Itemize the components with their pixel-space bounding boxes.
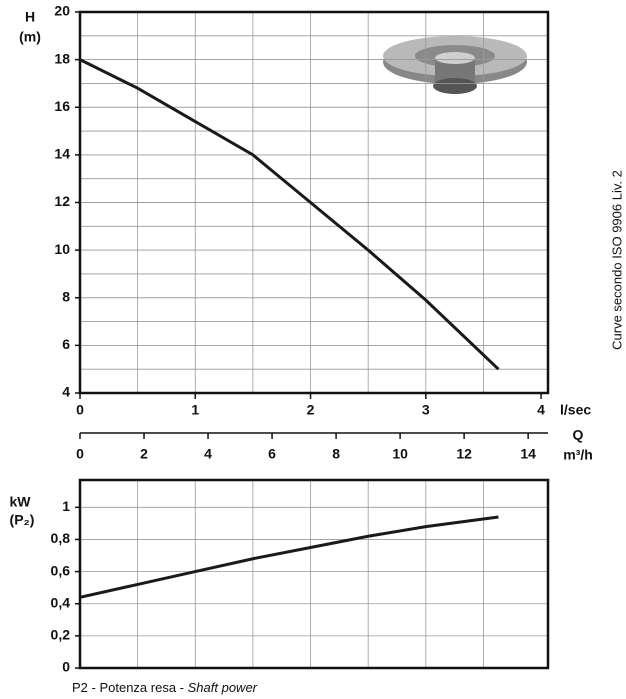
x-tick-label: 4: [537, 402, 545, 418]
x-tick-label: 1: [191, 402, 199, 418]
y-label: H: [25, 9, 35, 25]
y-tick-label: 0,8: [51, 530, 71, 546]
y-tick-label: 6: [62, 336, 70, 352]
y-tick-label: 20: [54, 3, 70, 19]
impeller-picture: [383, 36, 527, 94]
x2-tick-label: 2: [140, 446, 148, 462]
y-tick-label: 8: [62, 288, 70, 304]
y-tick-label: 4: [62, 384, 70, 400]
x-tick-label: 0: [76, 402, 84, 418]
x2-title: Q: [573, 427, 584, 443]
y-tick-label: 0,4: [51, 594, 71, 610]
y-tick-label: 12: [54, 193, 70, 209]
y-tick-label: 0: [62, 659, 70, 675]
x2-tick-label: 12: [456, 446, 472, 462]
footer-italic: Shaft power: [188, 680, 258, 695]
x2-tick-label: 10: [392, 446, 408, 462]
curve: [79, 58, 500, 371]
y-tick-label: 16: [54, 98, 70, 114]
x-label: l/sec: [560, 402, 591, 418]
x2-tick-label: 6: [268, 446, 276, 462]
y-tick-label: 10: [54, 241, 70, 257]
footer: P2 - Potenza resa - Shaft power: [72, 680, 258, 695]
side-note: Curve secondo ISO 9906 Liv. 2: [609, 170, 624, 350]
y-tick-label: 14: [54, 146, 70, 162]
x2-tick-label: 8: [332, 446, 340, 462]
curve: [79, 515, 499, 599]
x2-tick-label: 14: [520, 446, 536, 462]
x2-label: m³/h: [563, 447, 593, 463]
plot-frame: [78, 478, 550, 670]
y-unit: (P₂): [10, 512, 35, 528]
footer-text: P2 - Potenza resa -: [72, 680, 188, 695]
x-tick-label: 2: [307, 402, 315, 418]
y-label: kW: [10, 494, 32, 510]
x2-tick-label: 4: [204, 446, 212, 462]
x2-tick-label: 0: [76, 446, 84, 462]
y-tick-label: 0,2: [51, 627, 71, 643]
y-tick-label: 0,6: [51, 562, 71, 578]
y-tick-label: 18: [54, 50, 70, 66]
x-tick-label: 3: [422, 402, 430, 418]
y-tick-label: 1: [62, 498, 70, 514]
y-unit: (m): [19, 29, 41, 45]
